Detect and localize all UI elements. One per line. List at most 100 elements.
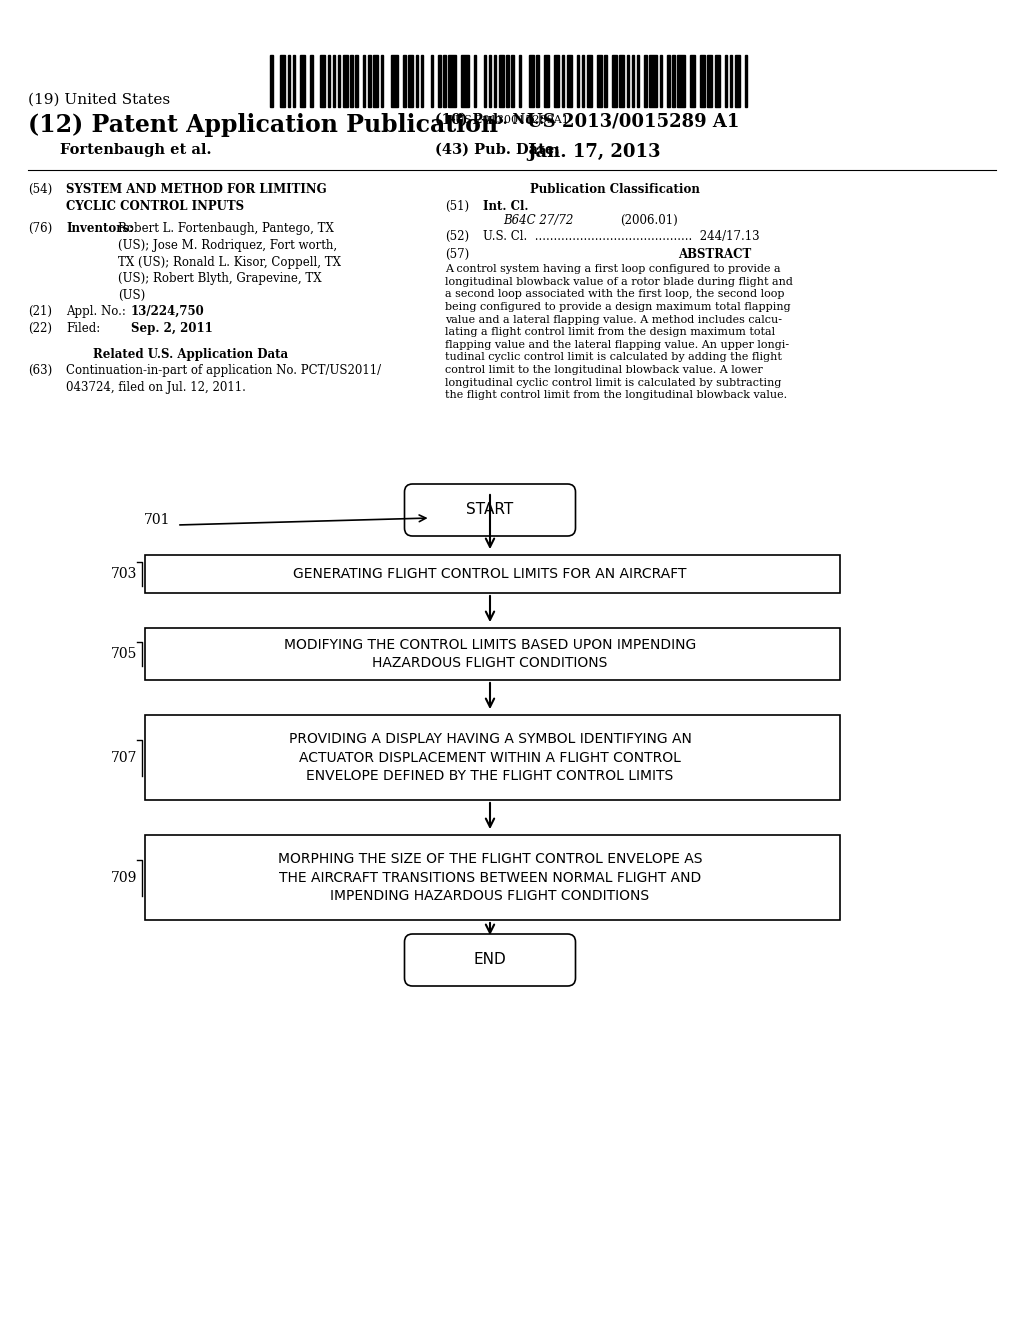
Bar bbox=[637, 55, 639, 107]
Bar bbox=[566, 55, 571, 107]
FancyBboxPatch shape bbox=[404, 484, 575, 536]
Bar bbox=[333, 55, 335, 107]
Bar bbox=[338, 55, 340, 107]
Bar bbox=[449, 55, 456, 107]
Bar bbox=[270, 55, 272, 107]
Text: B64C 27/72: B64C 27/72 bbox=[503, 214, 573, 227]
Text: MORPHING THE SIZE OF THE FLIGHT CONTROL ENVELOPE AS
THE AIRCRAFT TRANSITIONS BET: MORPHING THE SIZE OF THE FLIGHT CONTROL … bbox=[278, 853, 702, 903]
Text: 707: 707 bbox=[111, 751, 137, 764]
Text: Sep. 2, 2011: Sep. 2, 2011 bbox=[131, 322, 213, 335]
Text: (2006.01): (2006.01) bbox=[620, 214, 678, 227]
Bar bbox=[473, 55, 476, 107]
Bar bbox=[745, 55, 748, 107]
Bar bbox=[343, 55, 348, 107]
Text: (52): (52) bbox=[445, 230, 469, 243]
Bar bbox=[362, 55, 366, 107]
Bar bbox=[672, 55, 675, 107]
Bar bbox=[310, 55, 312, 107]
Text: (51): (51) bbox=[445, 201, 469, 213]
Bar bbox=[730, 55, 732, 107]
Bar bbox=[483, 55, 486, 107]
Text: U.S. Cl.  ..........................................  244/17.13: U.S. Cl. ...............................… bbox=[483, 230, 760, 243]
Text: 703: 703 bbox=[111, 568, 137, 581]
Text: (43) Pub. Date:: (43) Pub. Date: bbox=[435, 143, 560, 157]
Bar bbox=[699, 55, 705, 107]
Bar bbox=[390, 55, 398, 107]
Text: START: START bbox=[466, 503, 514, 517]
Bar bbox=[715, 55, 720, 107]
Bar bbox=[293, 55, 295, 107]
Text: 13/224,750: 13/224,750 bbox=[131, 305, 205, 318]
Text: Fortenbaugh et al.: Fortenbaugh et al. bbox=[60, 143, 212, 157]
Bar bbox=[604, 55, 607, 107]
Bar bbox=[511, 55, 514, 107]
Text: 701: 701 bbox=[143, 513, 170, 527]
Bar bbox=[328, 55, 331, 107]
Text: (22): (22) bbox=[28, 322, 52, 335]
Text: (21): (21) bbox=[28, 305, 52, 318]
Text: (54): (54) bbox=[28, 183, 52, 195]
Bar bbox=[494, 55, 497, 107]
Bar bbox=[461, 55, 469, 107]
Bar bbox=[431, 55, 433, 107]
Bar bbox=[488, 55, 492, 107]
Bar bbox=[735, 55, 740, 107]
Bar bbox=[632, 55, 635, 107]
Text: Inventors:: Inventors: bbox=[66, 222, 133, 235]
Text: Continuation-in-part of application No. PCT/US2011/
043724, filed on Jul. 12, 20: Continuation-in-part of application No. … bbox=[66, 364, 381, 393]
Bar bbox=[381, 55, 383, 107]
FancyBboxPatch shape bbox=[404, 935, 575, 986]
Text: US 20130015289A1: US 20130015289A1 bbox=[455, 115, 569, 125]
Bar bbox=[280, 55, 285, 107]
Bar bbox=[355, 55, 358, 107]
Bar bbox=[421, 55, 423, 107]
Bar bbox=[725, 55, 727, 107]
Text: (63): (63) bbox=[28, 364, 52, 378]
Text: (12) Patent Application Publication: (12) Patent Application Publication bbox=[28, 114, 498, 137]
Text: Appl. No.:: Appl. No.: bbox=[66, 305, 133, 318]
Bar bbox=[620, 55, 625, 107]
Bar bbox=[373, 55, 378, 107]
Bar bbox=[368, 55, 371, 107]
Bar bbox=[659, 55, 663, 107]
Bar bbox=[587, 55, 592, 107]
Text: Jan. 17, 2013: Jan. 17, 2013 bbox=[527, 143, 660, 161]
Bar bbox=[288, 55, 290, 107]
Text: Robert L. Fortenbaugh, Pantego, TX
(US); Jose M. Rodriquez, Fort worth,
TX (US);: Robert L. Fortenbaugh, Pantego, TX (US);… bbox=[118, 222, 341, 302]
Bar bbox=[627, 55, 630, 107]
Bar bbox=[544, 55, 549, 107]
Text: Related U.S. Application Data: Related U.S. Application Data bbox=[93, 348, 288, 360]
Bar bbox=[528, 55, 534, 107]
Bar bbox=[438, 55, 441, 107]
Text: MODIFYING THE CONTROL LIMITS BASED UPON IMPENDING
HAZARDOUS FLIGHT CONDITIONS: MODIFYING THE CONTROL LIMITS BASED UPON … bbox=[284, 638, 696, 671]
Bar bbox=[667, 55, 670, 107]
Text: US 2013/0015289 A1: US 2013/0015289 A1 bbox=[527, 114, 739, 131]
Bar bbox=[403, 55, 406, 107]
Bar bbox=[577, 55, 580, 107]
Bar bbox=[409, 55, 414, 107]
Text: PROVIDING A DISPLAY HAVING A SYMBOL IDENTIFYING AN
ACTUATOR DISPLACEMENT WITHIN : PROVIDING A DISPLAY HAVING A SYMBOL IDEN… bbox=[289, 733, 691, 783]
Text: (10) Pub. No.:: (10) Pub. No.: bbox=[435, 114, 544, 127]
Text: A control system having a first loop configured to provide a
longitudinal blowba: A control system having a first loop con… bbox=[445, 264, 793, 400]
Bar bbox=[690, 55, 694, 107]
Bar bbox=[561, 55, 564, 107]
Text: GENERATING FLIGHT CONTROL LIMITS FOR AN AIRCRAFT: GENERATING FLIGHT CONTROL LIMITS FOR AN … bbox=[293, 568, 687, 581]
Bar bbox=[145, 836, 840, 920]
Text: 705: 705 bbox=[111, 647, 137, 661]
Bar bbox=[145, 715, 840, 800]
Bar bbox=[554, 55, 559, 107]
Text: SYSTEM AND METHOD FOR LIMITING
CYCLIC CONTROL INPUTS: SYSTEM AND METHOD FOR LIMITING CYCLIC CO… bbox=[66, 183, 327, 213]
Bar bbox=[350, 55, 353, 107]
Bar bbox=[597, 55, 602, 107]
Bar bbox=[499, 55, 504, 107]
Bar bbox=[300, 55, 305, 107]
Bar bbox=[644, 55, 647, 107]
Bar bbox=[708, 55, 713, 107]
Bar bbox=[321, 55, 326, 107]
Bar bbox=[611, 55, 616, 107]
Text: (76): (76) bbox=[28, 222, 52, 235]
Bar bbox=[416, 55, 418, 107]
Text: Int. Cl.: Int. Cl. bbox=[483, 201, 528, 213]
Text: Publication Classification: Publication Classification bbox=[530, 183, 699, 195]
Bar bbox=[506, 55, 509, 107]
